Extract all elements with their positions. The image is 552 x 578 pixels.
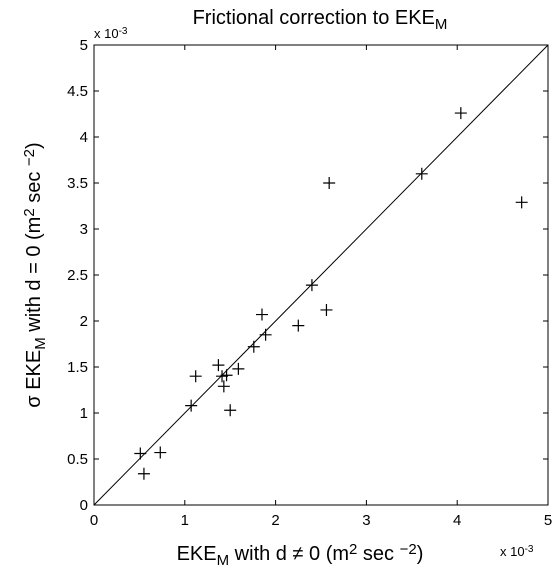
- point: [137, 467, 150, 480]
- x-axis-label-part: −2: [400, 541, 417, 558]
- point: [305, 279, 318, 292]
- point: [415, 167, 428, 180]
- point: [259, 328, 272, 341]
- point: [217, 380, 230, 393]
- x-tick-label: 2: [271, 512, 279, 529]
- y-tick-label: 1.5: [67, 359, 88, 376]
- x-axis-label-part: EKE: [177, 543, 217, 565]
- reference-line: [93, 44, 549, 506]
- y-tick-label: 5: [80, 37, 88, 54]
- y-axis-label-part: 2: [21, 208, 38, 216]
- x-multiplier-base: x 10: [500, 544, 525, 559]
- x-multiplier: x 10-3: [500, 544, 534, 559]
- point: [323, 177, 336, 189]
- point: [515, 196, 528, 209]
- point: [185, 399, 198, 412]
- y-multiplier-exponent: -3: [119, 26, 128, 37]
- x-multiplier-exponent: -3: [525, 544, 534, 555]
- chart-title: Frictional correction to EKEM: [193, 7, 448, 33]
- chart-title-part: Frictional correction to EKE: [193, 7, 435, 29]
- x-tick-label: 4: [453, 512, 461, 529]
- y-tick-label: 2.5: [67, 267, 88, 284]
- y-tick-label: 1: [80, 405, 88, 422]
- y-tick-label: 3: [80, 221, 88, 238]
- y-multiplier-base: x 10: [94, 26, 119, 41]
- point: [134, 447, 147, 460]
- x-axis-label-part: sec: [357, 543, 399, 565]
- x-tick-label: 1: [181, 512, 189, 529]
- y-axis-label-part: M: [32, 337, 49, 350]
- point: [212, 359, 225, 372]
- y-axis-label-part: σ EKE: [23, 350, 45, 408]
- y-axis-label-part: ): [23, 142, 45, 149]
- chart-title-part: M: [435, 16, 448, 33]
- y-tick-label: 0: [80, 497, 88, 514]
- point: [154, 446, 167, 459]
- point: [220, 369, 233, 382]
- y-tick-label: 2: [80, 313, 88, 330]
- y-axis-label: σ EKEM with d = 0 (m2 sec −2): [21, 142, 49, 407]
- x-tick-label: 0: [90, 512, 98, 529]
- y-tick-label: 4.5: [67, 83, 88, 100]
- y-axis-label-part: −2: [21, 149, 38, 166]
- x-axis-label: EKEM with d ≠ 0 (m2 sec −2): [177, 541, 424, 569]
- point: [292, 319, 305, 332]
- point: [320, 303, 333, 316]
- x-tick-label: 5: [544, 512, 552, 529]
- point: [189, 370, 202, 383]
- y-tick-label: 3.5: [67, 175, 88, 192]
- point: [224, 404, 237, 417]
- x-axis-label-part: M: [217, 552, 230, 569]
- point: [247, 340, 260, 353]
- x-axis-label-part: with d ≠ 0 (m: [229, 543, 349, 565]
- x-axis-label-part: 2: [349, 541, 357, 558]
- y-multiplier: x 10-3: [94, 26, 128, 41]
- point: [232, 362, 245, 375]
- x-axis-label-part: ): [417, 543, 424, 565]
- x-tick-label: 3: [362, 512, 370, 529]
- point: [255, 308, 268, 321]
- y-axis-label-part: with d = 0 (m: [23, 217, 45, 338]
- y-axis-label-part: sec: [23, 166, 45, 208]
- y-tick-label: 0.5: [67, 451, 88, 468]
- point: [454, 107, 467, 120]
- y-tick-label: 4: [80, 129, 88, 146]
